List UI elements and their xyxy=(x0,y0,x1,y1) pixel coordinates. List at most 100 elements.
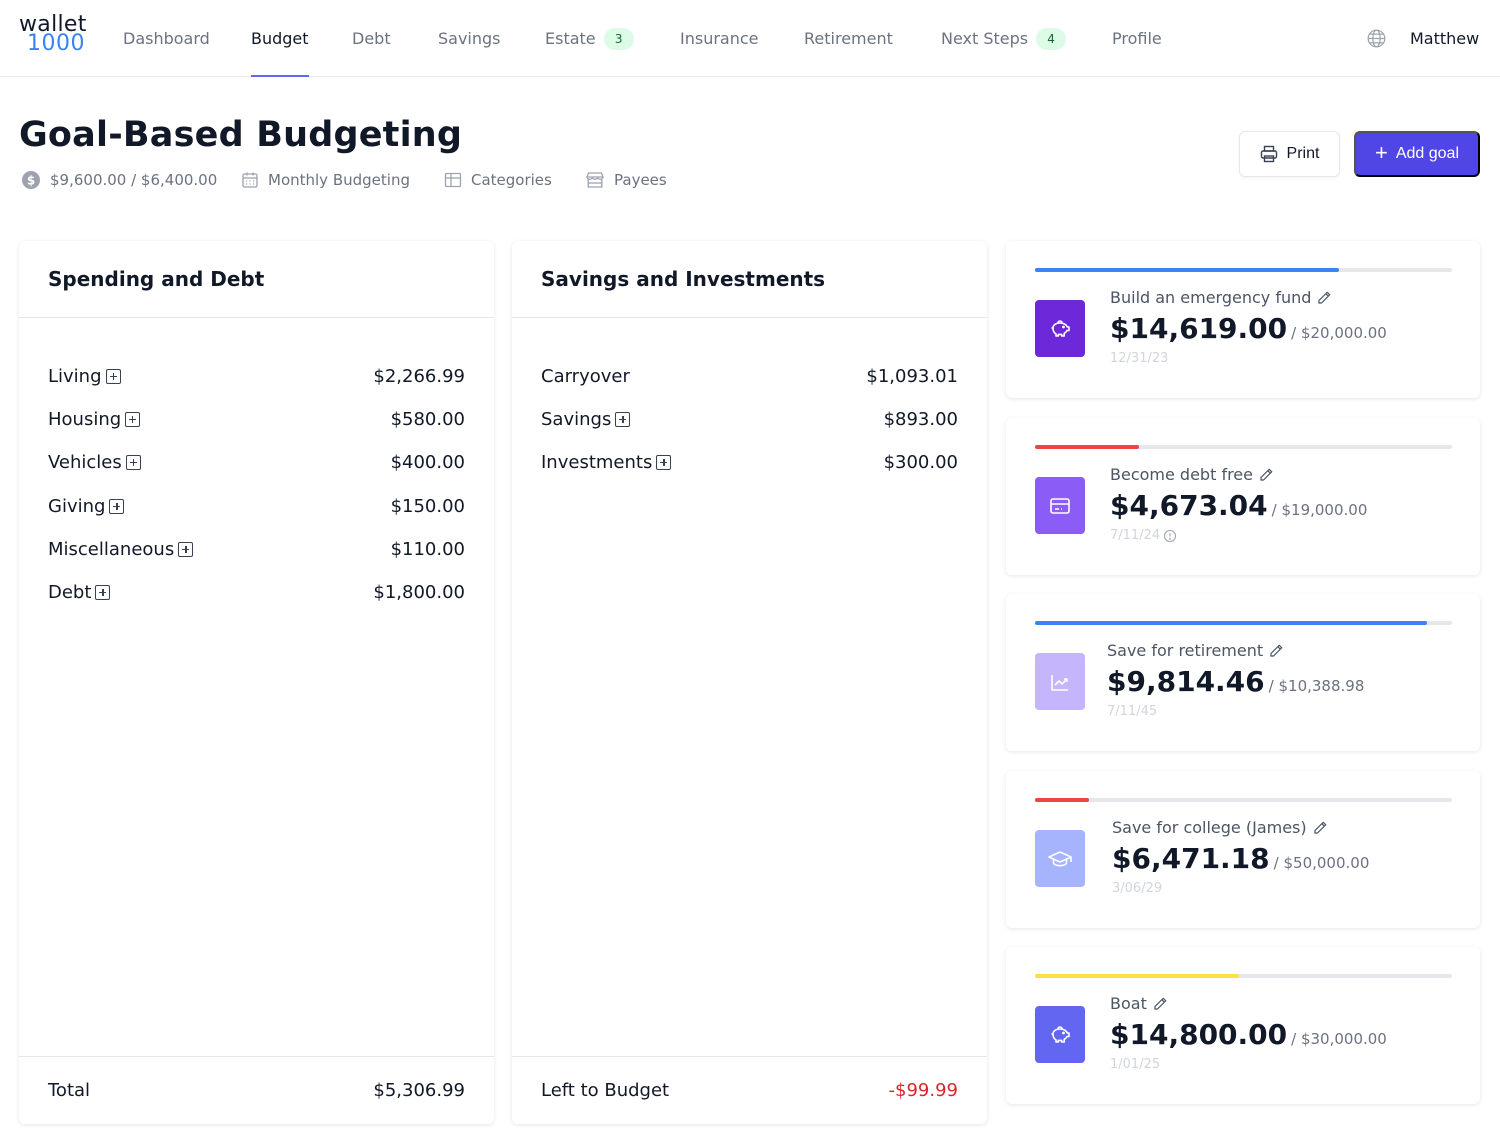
next-steps-badge: 4 xyxy=(1036,27,1067,50)
piggy-bank-icon xyxy=(1051,319,1070,337)
nav-next-steps[interactable]: Next Steps 4 xyxy=(941,0,1067,77)
info-icon[interactable] xyxy=(1163,529,1177,543)
goal-name-text: Build an emergency fund xyxy=(1110,288,1312,307)
row-amount: $1,800.00 xyxy=(373,581,465,603)
row-amount: $893.00 xyxy=(883,408,958,430)
goal-target-amount: / $50,000.00 xyxy=(1273,854,1370,872)
goal-card-college[interactable]: Save for college (James) $6,471.18/ $50,… xyxy=(1006,771,1480,928)
expand-icon[interactable] xyxy=(109,498,125,514)
pencil-icon[interactable] xyxy=(1312,820,1328,836)
goal-amount: $14,800.00/ $30,000.00 xyxy=(1110,1018,1387,1051)
goal-amount: $9,814.46/ $10,388.98 xyxy=(1107,665,1364,698)
print-button[interactable]: Print xyxy=(1239,131,1340,177)
goal-current-amount: $4,673.04 xyxy=(1110,489,1268,522)
goal-card-emergency-fund[interactable]: Build an emergency fund $14,619.00/ $20,… xyxy=(1006,241,1480,398)
goal-date: 3/06/29 xyxy=(1112,881,1163,896)
nav-savings[interactable]: Savings xyxy=(438,0,501,77)
goal-date: 12/31/23 xyxy=(1110,351,1169,366)
spending-row-giving: Giving $150.00 xyxy=(48,491,465,521)
spending-row-vehicles: Vehicles $400.00 xyxy=(48,447,465,477)
goal-card-boat[interactable]: Boat $14,800.00/ $30,000.00 1/01/25 xyxy=(1006,947,1480,1104)
goal-name-text: Save for college (James) xyxy=(1112,818,1307,837)
goal-name-text: Boat xyxy=(1110,994,1147,1013)
piggy-bank-icon xyxy=(1051,1025,1070,1043)
expand-icon[interactable] xyxy=(125,454,141,470)
goal-name-text: Become debt free xyxy=(1110,465,1253,484)
goal-icon-tile xyxy=(1035,653,1085,710)
savings-title: Savings and Investments xyxy=(512,241,987,318)
row-amount: $1,093.01 xyxy=(866,365,958,387)
payees-link[interactable]: Payees xyxy=(585,169,667,191)
monthly-budgeting-link[interactable]: Monthly Budgeting xyxy=(241,169,410,191)
expand-icon[interactable] xyxy=(125,411,141,427)
goal-progress xyxy=(1035,445,1452,449)
pencil-icon[interactable] xyxy=(1316,290,1332,306)
goal-card-debt-free[interactable]: Become debt free $4,673.04/ $19,000.00 7… xyxy=(1006,418,1480,575)
expand-icon[interactable] xyxy=(95,584,111,600)
expand-icon[interactable] xyxy=(105,368,121,384)
total-label: Total xyxy=(48,1080,91,1101)
row-label: Miscellaneous xyxy=(48,538,175,560)
goal-icon-tile xyxy=(1035,477,1085,534)
income-summary: $ $9,600.00 / $6,400.00 xyxy=(21,169,217,191)
goal-target-amount: / $19,000.00 xyxy=(1271,501,1368,519)
goal-date: 1/01/25 xyxy=(1110,1057,1161,1072)
goal-date: 7/11/45 xyxy=(1107,704,1158,719)
add-goal-label: Add goal xyxy=(1395,145,1460,162)
nav-retirement-label: Retirement xyxy=(804,29,893,48)
table-icon xyxy=(444,172,462,188)
goal-progress-fill xyxy=(1035,268,1340,272)
logo[interactable]: wallet 1000 xyxy=(19,14,93,55)
goal-target-amount: / $30,000.00 xyxy=(1291,1030,1387,1048)
graduation-cap-icon xyxy=(1048,850,1072,866)
nav-budget[interactable]: Budget xyxy=(251,0,309,77)
user-menu[interactable]: Matthew xyxy=(1410,29,1480,48)
goal-progress xyxy=(1035,621,1452,625)
spending-row-miscellaneous: Miscellaneous $110.00 xyxy=(48,534,465,564)
row-amount: $2,266.99 xyxy=(373,365,465,387)
goal-progress-fill xyxy=(1035,621,1427,625)
total-amount: $5,306.99 xyxy=(373,1080,465,1101)
globe-icon[interactable] xyxy=(1366,28,1387,49)
nav-profile[interactable]: Profile xyxy=(1112,0,1162,77)
pencil-icon[interactable] xyxy=(1152,996,1168,1012)
row-label: Investments xyxy=(541,451,653,473)
nav-debt[interactable]: Debt xyxy=(352,0,391,77)
add-goal-button[interactable]: + Add goal xyxy=(1354,131,1480,177)
storefront-icon xyxy=(586,172,604,188)
top-nav: wallet 1000 Dashboard Budget Debt Saving… xyxy=(0,0,1500,77)
goal-progress-fill xyxy=(1035,974,1240,978)
credit-card-icon xyxy=(1050,497,1070,514)
goal-current-amount: $14,619.00 xyxy=(1110,312,1288,345)
row-amount: $110.00 xyxy=(390,538,465,560)
row-amount: $300.00 xyxy=(883,451,958,473)
goal-icon-tile xyxy=(1035,830,1085,887)
nav-dashboard[interactable]: Dashboard xyxy=(123,0,210,77)
nav-estate-label: Estate xyxy=(545,29,596,48)
nav-profile-label: Profile xyxy=(1112,29,1162,48)
expand-icon[interactable] xyxy=(656,454,672,470)
expand-icon[interactable] xyxy=(178,541,194,557)
left-to-budget-amount: -$99.99 xyxy=(888,1080,958,1101)
pencil-icon[interactable] xyxy=(1268,643,1284,659)
savings-row-carryover: Carryover $1,093.01 xyxy=(541,361,958,391)
goal-amount: $6,471.18/ $50,000.00 xyxy=(1112,842,1369,875)
savings-row-investments: Investments $300.00 xyxy=(541,447,958,477)
nav-insurance[interactable]: Insurance xyxy=(680,0,759,77)
nav-savings-label: Savings xyxy=(438,29,501,48)
nav-estate[interactable]: Estate 3 xyxy=(545,0,634,77)
logo-top: wallet xyxy=(19,12,87,37)
savings-row-savings: Savings $893.00 xyxy=(541,404,958,434)
categories-link[interactable]: Categories xyxy=(444,169,552,191)
goal-card-retirement[interactable]: Save for retirement $9,814.46/ $10,388.9… xyxy=(1006,594,1480,751)
nav-retirement[interactable]: Retirement xyxy=(804,0,893,77)
expand-icon[interactable] xyxy=(615,411,631,427)
spending-row-housing: Housing $580.00 xyxy=(48,404,465,434)
svg-text:$: $ xyxy=(27,174,35,188)
nav-insurance-label: Insurance xyxy=(680,29,759,48)
goal-progress-fill xyxy=(1035,445,1140,449)
estate-badge: 3 xyxy=(603,27,634,50)
goal-progress xyxy=(1035,974,1452,978)
goal-progress xyxy=(1035,268,1452,272)
pencil-icon[interactable] xyxy=(1258,467,1274,483)
